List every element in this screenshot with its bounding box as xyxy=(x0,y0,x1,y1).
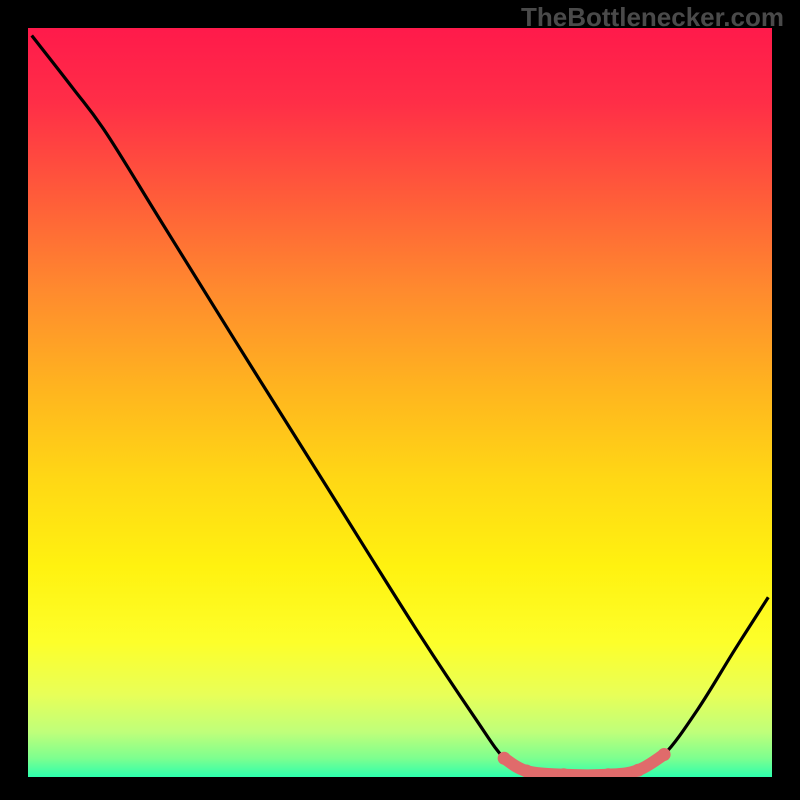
optimal-range-dot xyxy=(658,748,671,761)
optimal-range-dot xyxy=(632,764,645,777)
watermark-text: TheBottlenecker.com xyxy=(521,2,784,33)
gradient-background xyxy=(28,28,772,777)
chart-frame xyxy=(28,28,772,777)
optimal-range-dot xyxy=(520,765,533,777)
optimal-range-dot xyxy=(498,752,511,765)
chart-svg xyxy=(28,28,772,777)
